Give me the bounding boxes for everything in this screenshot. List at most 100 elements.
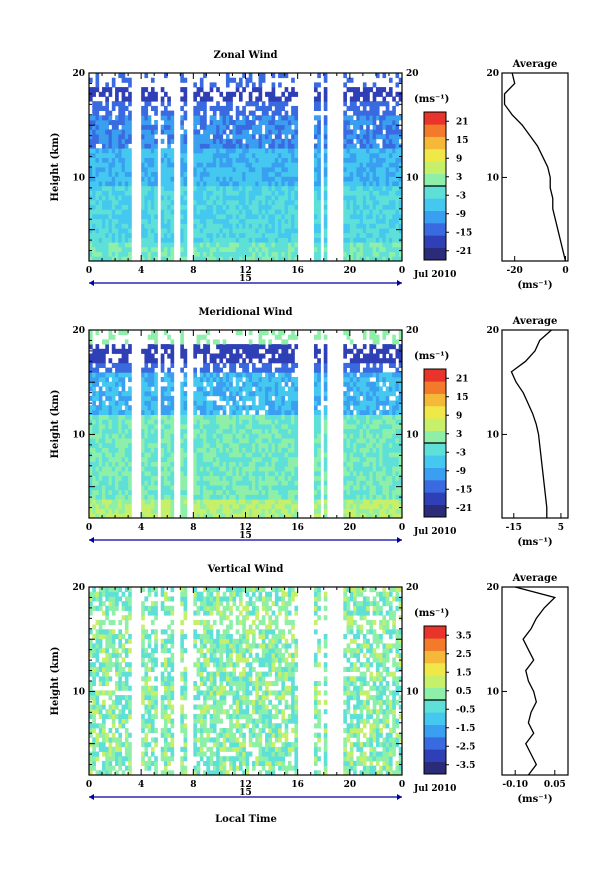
heatmap-cell — [216, 471, 220, 477]
heatmap-cell — [102, 129, 106, 135]
heatmap-cell — [323, 96, 328, 102]
heatmap-cell — [248, 246, 253, 252]
heatmap-cell — [102, 91, 106, 97]
heatmap-cell — [89, 344, 93, 350]
heatmap-cell — [203, 442, 207, 448]
heatmap-cell — [183, 348, 188, 354]
heatmap-cell — [95, 362, 100, 368]
heatmap-cell — [281, 143, 286, 149]
heatmap-cell — [141, 162, 145, 168]
heatmap-cell — [206, 372, 211, 378]
heatmap-cell — [235, 405, 240, 411]
heatmap-cell — [343, 237, 347, 243]
heatmap-cell — [382, 73, 387, 79]
heatmap-cell — [382, 124, 387, 130]
heatmap-cell — [121, 195, 126, 201]
heatmap-cell — [141, 503, 145, 509]
heatmap-cell — [385, 110, 390, 116]
heatmap-cell — [160, 377, 165, 383]
heatmap-cell — [258, 438, 263, 444]
heatmap-cell — [317, 466, 321, 472]
heatmap-cell — [118, 372, 122, 378]
heatmap-cell — [281, 414, 286, 420]
heatmap-cell — [150, 485, 155, 491]
heatmap-cell — [392, 148, 396, 154]
heatmap-cell — [141, 129, 145, 135]
heatmap-cell — [212, 513, 217, 519]
heatmap-cell — [245, 124, 250, 130]
heatmap-cell — [291, 143, 295, 149]
heatmap-cell — [105, 381, 109, 387]
heatmap-cell — [245, 120, 250, 126]
heatmap-cell — [199, 232, 204, 238]
heatmap-cell — [255, 513, 259, 519]
heatmap-cell — [362, 251, 367, 257]
heatmap-cell — [147, 475, 152, 481]
heatmap-cell — [353, 162, 357, 168]
heatmap-cell — [343, 91, 347, 97]
heatmap-cell — [232, 209, 237, 215]
heatmap-cell — [235, 124, 240, 130]
heatmap-cell — [222, 223, 227, 229]
heatmap-cell — [216, 195, 220, 201]
heatmap-cell — [379, 251, 383, 257]
heatmap-cell — [180, 330, 184, 336]
heatmap-cell — [369, 148, 374, 154]
heatmap-cell — [150, 400, 155, 406]
heatmap-cell — [255, 232, 259, 238]
heatmap-cell — [353, 199, 357, 205]
heatmap-cell — [343, 499, 347, 505]
heatmap-cell — [111, 405, 116, 411]
heatmap-cell — [258, 456, 263, 462]
heatmap-cell — [265, 195, 269, 201]
heatmap-cell — [265, 129, 269, 135]
heatmap-cell — [95, 204, 100, 210]
heatmap-cell — [216, 209, 220, 215]
heatmap-cell — [102, 176, 106, 182]
heatmap-cell — [317, 485, 321, 491]
heatmap-cell — [353, 499, 357, 505]
heatmap-cell — [144, 124, 149, 130]
heatmap-cell — [183, 362, 188, 368]
heatmap-cell — [128, 110, 132, 116]
heatmap-cell — [255, 199, 259, 205]
heatmap-cell — [216, 181, 220, 187]
heatmap-cell — [196, 485, 201, 491]
heatmap-cell — [150, 344, 155, 350]
heatmap-cell — [265, 223, 269, 229]
heatmap-cell — [271, 199, 276, 205]
heatmap-cell — [346, 456, 351, 462]
heatmap-cell — [268, 508, 272, 514]
heatmap-cell — [313, 195, 318, 201]
heatmap-cell — [294, 228, 299, 234]
heatmap-cell — [245, 367, 250, 373]
heatmap-cell — [356, 256, 361, 262]
heatmap-cell — [115, 251, 119, 257]
heatmap-cell — [108, 115, 113, 121]
heatmap-cell — [281, 195, 286, 201]
heatmap-cell — [167, 242, 171, 248]
heatmap-cell — [124, 167, 129, 173]
heatmap-cell — [343, 494, 347, 500]
heatmap-cell — [219, 480, 224, 486]
heatmap-cell — [121, 171, 126, 177]
heatmap-cell — [141, 176, 145, 182]
heatmap-cell — [170, 400, 175, 406]
heatmap-cell — [196, 456, 201, 462]
heatmap-cell — [141, 456, 145, 462]
heatmap-cell — [366, 87, 370, 93]
heatmap-cell — [95, 190, 100, 196]
heatmap-cell — [261, 143, 266, 149]
heatmap-cell — [212, 391, 217, 397]
heatmap-cell — [362, 152, 367, 158]
heatmap-cell — [238, 256, 243, 262]
heatmap-cell — [92, 87, 96, 93]
heatmap-cell — [147, 386, 152, 392]
heatmap-cell — [261, 438, 266, 444]
heatmap-cell — [252, 424, 256, 430]
heatmap-cell — [317, 143, 321, 149]
heatmap-cell — [167, 167, 171, 173]
heatmap-cell — [121, 400, 126, 406]
heatmap-cell — [346, 181, 351, 187]
heatmap-cell — [268, 120, 272, 126]
